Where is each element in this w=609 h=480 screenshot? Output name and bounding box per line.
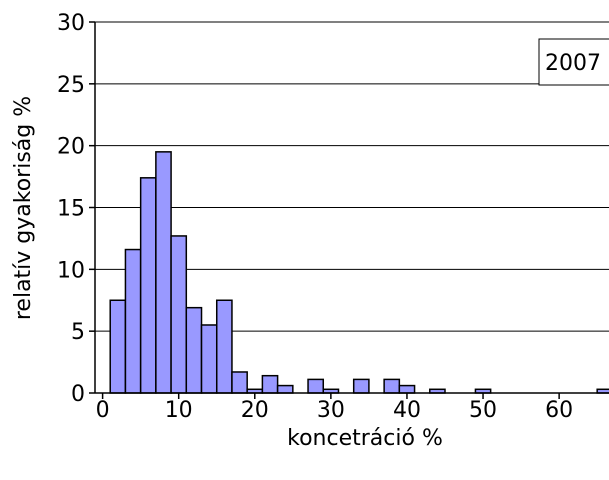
histogram-bar bbox=[261, 374, 279, 394]
x-tick-label: 0 bbox=[96, 398, 110, 423]
histogram-bar bbox=[383, 378, 401, 394]
histogram-bar bbox=[139, 177, 157, 394]
x-axis-label: koncetráció % bbox=[287, 426, 443, 451]
x-tick-label: 20 bbox=[241, 398, 269, 423]
histogram-bar bbox=[231, 371, 248, 394]
x-tick-label: 50 bbox=[469, 398, 497, 423]
histogram-bar bbox=[307, 378, 325, 394]
legend-label: 2007 bbox=[545, 51, 601, 76]
x-tick-label: 30 bbox=[317, 398, 345, 423]
histogram-bar bbox=[124, 248, 142, 394]
histogram-bar bbox=[185, 306, 203, 394]
histogram-bar bbox=[215, 299, 233, 394]
y-tick-label: 0 bbox=[71, 382, 85, 407]
y-tick-label: 30 bbox=[57, 11, 85, 36]
legend: 2007 bbox=[538, 38, 609, 86]
histogram-bar bbox=[276, 384, 294, 394]
x-tick-labels: 0 10 20 30 40 50 60 bbox=[96, 398, 574, 423]
y-tick-label: 15 bbox=[57, 197, 85, 222]
bars bbox=[109, 151, 609, 394]
x-tick-label: 10 bbox=[165, 398, 193, 423]
x-tick-label: 40 bbox=[393, 398, 421, 423]
y-tick-label: 25 bbox=[57, 73, 85, 98]
histogram-bar bbox=[200, 324, 218, 394]
y-tick-labels: 0 5 10 15 20 25 30 bbox=[57, 11, 85, 407]
histogram-bar bbox=[109, 299, 127, 394]
y-axis-label: relatív gyakoriság % bbox=[11, 96, 36, 320]
histogram-bar bbox=[352, 378, 370, 394]
histogram-bar bbox=[398, 384, 416, 394]
y-tick-label: 5 bbox=[71, 320, 85, 345]
histogram-bar bbox=[155, 151, 172, 394]
x-tick-label: 60 bbox=[545, 398, 573, 423]
y-tick-label: 10 bbox=[57, 258, 85, 283]
axes bbox=[89, 21, 609, 399]
y-tick-label: 20 bbox=[57, 135, 85, 160]
histogram-bar bbox=[170, 235, 188, 394]
legend-box bbox=[538, 38, 609, 86]
